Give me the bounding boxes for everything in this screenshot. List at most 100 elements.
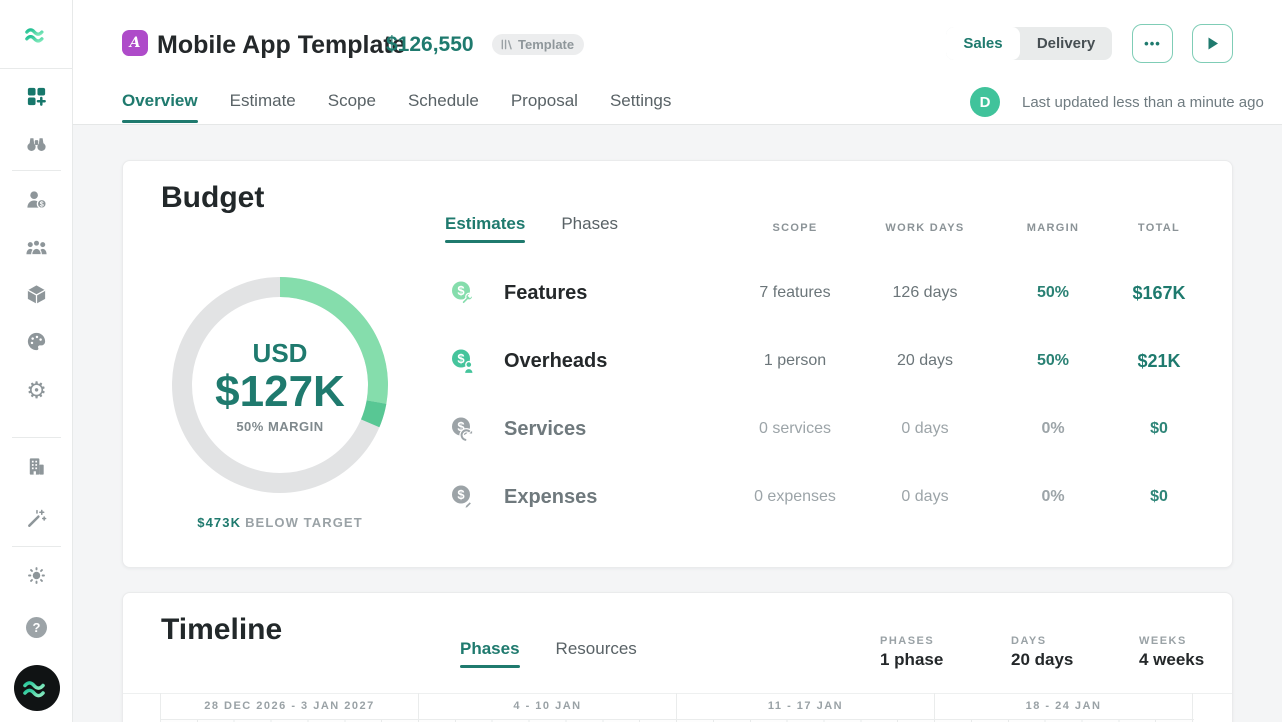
table-row-services[interactable]: $ Services 0 services 0 days 0% $0: [445, 395, 1187, 463]
timeline-day-grid: [160, 719, 1194, 722]
timeline-tab-resources[interactable]: Resources: [555, 639, 637, 658]
table-row-overheads[interactable]: $ Overheads 1 person 20 days 50% $21K: [445, 327, 1187, 395]
tab-proposal[interactable]: Proposal: [510, 90, 578, 110]
project-tabs: Overview Estimate Scope Schedule Proposa…: [122, 77, 671, 124]
below-target-text: $473K BELOW TARGET: [140, 515, 420, 530]
row-label: Overheads: [504, 349, 608, 372]
svg-text:$: $: [457, 419, 465, 434]
sidebar-item-products[interactable]: [0, 279, 73, 309]
timeline-tab-phases[interactable]: Phases: [460, 639, 520, 668]
more-actions-button[interactable]: •••: [1132, 24, 1173, 63]
tab-settings[interactable]: Settings: [609, 90, 672, 110]
stat-label: PHASES: [880, 635, 935, 647]
column-total: TOTAL: [1137, 222, 1181, 234]
row-scope: 0 expenses: [754, 488, 836, 505]
magic-wand-icon: [28, 509, 47, 527]
row-work-days: 20 days: [896, 352, 954, 369]
play-button[interactable]: [1192, 24, 1233, 63]
week-label: 28 DEC 2026 - 3 JAN 2027: [161, 693, 419, 719]
table-row-expenses[interactable]: $ Expenses 0 expenses 0 days 0% $0: [445, 463, 1187, 531]
budget-tab-phases[interactable]: Phases: [561, 213, 619, 233]
help-icon: ?: [26, 616, 47, 638]
budget-table-header: Estimates Phases SCOPE WORK DAYS MARGIN …: [445, 207, 1187, 249]
mode-delivery-button[interactable]: Delivery: [1036, 35, 1096, 52]
project-app-icon: A: [122, 30, 148, 56]
week-label: 18 - 24 JAN: [935, 693, 1193, 719]
workspace-logo-icon: [14, 665, 60, 711]
row-work-days: 0 days: [901, 420, 949, 437]
table-row-features[interactable]: $ Features 7 features 126 days 50% $167K: [445, 259, 1187, 327]
tab-scope[interactable]: Scope: [327, 90, 376, 110]
last-updated-text: Last updated less than a minute ago: [1022, 94, 1264, 111]
timeline-subtabs: Phases Resources: [460, 639, 637, 668]
sidebar-item-help[interactable]: ?: [0, 612, 73, 642]
stat-value: 20 days: [1011, 650, 1074, 669]
timeline-week-header: 28 DEC 2026 - 3 JAN 2027 4 - 10 JAN 11 -…: [160, 693, 1194, 719]
tab-estimate[interactable]: Estimate: [229, 90, 296, 110]
template-badge-label: Template: [518, 37, 575, 52]
mode-sales-button[interactable]: Sales: [946, 27, 1020, 60]
coin-wrench-icon: $: [452, 281, 474, 305]
svg-text:$: $: [457, 487, 465, 502]
divider: [123, 693, 1232, 694]
page-title: Mobile App Template: [157, 31, 406, 59]
mode-toggle: Sales Delivery: [946, 27, 1112, 60]
sidebar-item-projects[interactable]: [0, 81, 73, 111]
stat-weeks: WEEKS 4 weeks: [1139, 635, 1204, 670]
row-total: $0: [1150, 488, 1168, 505]
row-scope: 7 features: [759, 284, 831, 301]
divider: [0, 68, 73, 69]
svg-text:$: $: [457, 283, 465, 298]
binoculars-icon: [27, 137, 46, 151]
project-price: $126,550: [386, 33, 474, 56]
svg-text:$: $: [457, 351, 465, 366]
row-margin: 50%: [1036, 352, 1070, 369]
avatar: D: [970, 87, 1000, 117]
tab-overview[interactable]: Overview: [122, 77, 198, 124]
app-logo-icon[interactable]: [23, 21, 50, 48]
ellipsis-icon: •••: [1144, 36, 1161, 51]
donut-amount: $127K: [215, 367, 345, 416]
row-label: Expenses: [504, 485, 598, 508]
sidebar-item-theme[interactable]: [0, 560, 73, 590]
divider: [12, 546, 61, 547]
building-icon: [29, 457, 44, 475]
row-label: Features: [504, 281, 588, 304]
budget-tab-estimates[interactable]: Estimates: [445, 214, 526, 243]
week-label: 4 - 10 JAN: [419, 693, 677, 719]
donut-currency: USD: [252, 338, 308, 368]
sidebar-item-company[interactable]: [0, 451, 73, 481]
stat-value: 4 weeks: [1139, 650, 1205, 669]
person-dollar-icon: $: [27, 190, 47, 209]
sidebar-item-explore[interactable]: [0, 128, 73, 158]
stat-label: WEEKS: [1139, 635, 1187, 647]
row-label: Services: [504, 417, 587, 440]
divider: [12, 170, 61, 171]
stat-label: DAYS: [1011, 635, 1047, 647]
people-icon: [26, 239, 47, 255]
gear-icon: ⚙: [26, 376, 47, 403]
budget-donut-chart: USD $127K 50% MARGIN: [172, 277, 388, 493]
row-total: $21K: [1137, 350, 1181, 371]
sidebar-item-people[interactable]: [0, 232, 73, 262]
donut-segment-features: [172, 277, 388, 493]
palette-icon: [27, 332, 46, 350]
row-scope: 1 person: [763, 352, 827, 369]
sidebar-item-settings[interactable]: ⚙: [0, 375, 73, 405]
row-work-days: 0 days: [901, 488, 949, 505]
tab-schedule[interactable]: Schedule: [407, 90, 479, 110]
timeline-title: Timeline: [161, 613, 283, 646]
workspace-avatar[interactable]: [14, 665, 60, 711]
sidebar-item-clients[interactable]: $: [0, 184, 73, 214]
sun-icon: [28, 566, 45, 584]
stat-value: 1 phase: [880, 650, 944, 669]
svg-text:$: $: [40, 200, 44, 208]
column-scope: SCOPE: [772, 222, 818, 234]
below-target-value: $473K: [197, 515, 242, 530]
coin-pencil-icon: $: [452, 485, 473, 510]
coin-person-icon: $: [452, 349, 475, 375]
sidebar-item-automation[interactable]: [0, 503, 73, 533]
budget-card: Budget USD $127K 50% MARGIN $473K BELOW T…: [122, 160, 1233, 568]
column-work-days: WORK DAYS: [885, 222, 965, 234]
sidebar-item-branding[interactable]: [0, 326, 73, 356]
